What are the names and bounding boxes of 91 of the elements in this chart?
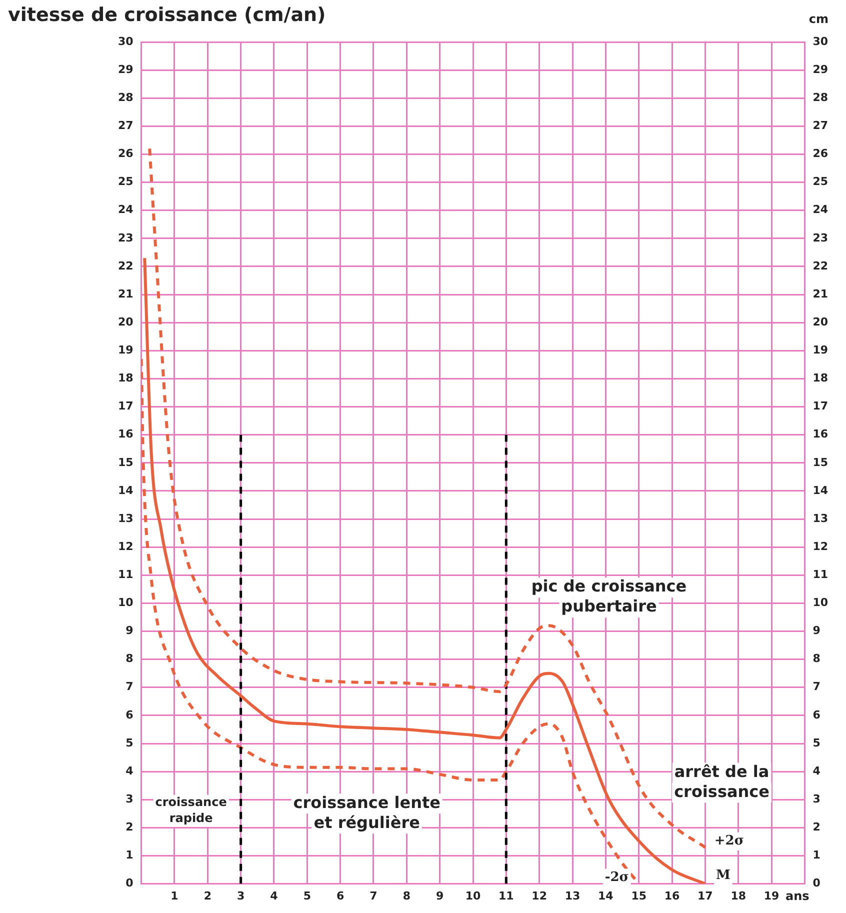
y2-tick-label: 27 [812, 119, 828, 132]
y2-tick-label: 13 [812, 512, 828, 525]
y2-axis-title: cm [808, 12, 829, 26]
y-tick-label: 17 [118, 400, 134, 413]
x-tick-label: 1 [170, 889, 178, 902]
y2-tick-label: 15 [812, 456, 828, 469]
y-tick-label: 24 [118, 203, 134, 216]
y-tick-label: 15 [118, 456, 134, 469]
y2-tick-label: 23 [812, 231, 828, 244]
y2-tick-label: 5 [812, 736, 820, 750]
y-tick-label: 27 [118, 119, 134, 132]
x-tick-label: 13 [564, 889, 580, 902]
y2-tick-label: 14 [812, 484, 828, 497]
y-tick-label: 29 [118, 62, 134, 76]
y-tick-label: 30 [118, 34, 134, 48]
y2-tick-label: 2 [812, 820, 820, 834]
y-tick-label: 14 [118, 484, 134, 497]
x-tick-label: 9 [436, 889, 444, 902]
y2-tick-label: 8 [812, 652, 820, 666]
series-label: +2σ [714, 834, 744, 849]
y-tick-label: 25 [118, 175, 134, 188]
y-tick-label: 0 [126, 876, 134, 890]
annotation: arrêt de la croissance [674, 762, 770, 801]
y-tick-label: 12 [118, 540, 134, 553]
y-tick-label: 19 [118, 344, 134, 357]
y2-tick-label: 20 [812, 315, 828, 328]
y2-tick-label: 0 [812, 876, 821, 890]
y-tick-label: 13 [118, 512, 134, 525]
y2-tick-label: 22 [812, 259, 828, 272]
x-tick-label: 2 [204, 889, 212, 902]
annotation: croissance rapide [155, 794, 227, 825]
y2-tick-label: 6 [812, 708, 821, 722]
y-tick-label: 10 [118, 596, 134, 610]
x-tick-label: 6 [336, 889, 344, 902]
x-tick-label: 4 [270, 889, 278, 902]
y-tick-label: 22 [118, 259, 134, 272]
x-tick-label: 15 [631, 889, 646, 902]
y2-tick-label: 12 [812, 540, 828, 553]
y-tick-label: 5 [126, 736, 134, 750]
y-tick-label: 16 [118, 428, 134, 441]
series-label: M [716, 868, 730, 884]
y-tick-label: 11 [118, 568, 134, 581]
y-tick-label: 7 [126, 680, 134, 694]
x-tick-label: 5 [303, 889, 311, 902]
y2-tick-label: 26 [812, 147, 828, 160]
y2-tick-label: 21 [812, 287, 828, 300]
series-label: -2σ [604, 870, 629, 886]
y2-tick-label: 1 [812, 848, 820, 862]
y-axis-title: vitesse de croissance (cm/an) [8, 4, 326, 26]
x-tick-label: 19 [764, 889, 780, 902]
y2-tick-label: 4 [812, 764, 821, 778]
y2-tick-label: 3 [812, 792, 820, 806]
annotation: croissance lente et régulière [293, 792, 441, 832]
x-tick-label: 14 [598, 889, 614, 902]
annotation: pic de croissance pubertaire [531, 576, 687, 616]
x-tick-label: 16 [664, 889, 680, 902]
y-tick-label: 20 [118, 315, 134, 328]
y-tick-label: 21 [118, 287, 134, 300]
y2-tick-label: 16 [812, 428, 828, 441]
y-tick-label: 2 [126, 820, 134, 834]
y-tick-label: 4 [126, 764, 134, 778]
x-axis-title: ans [786, 888, 810, 903]
y2-tick-label: 18 [812, 372, 828, 385]
y-tick-label: 26 [118, 147, 134, 160]
y2-tick-label: 10 [812, 596, 828, 610]
x-tick-label: 10 [465, 889, 481, 902]
x-tick-label: 11 [498, 889, 514, 902]
y2-tick-label: 11 [812, 568, 828, 581]
y-tick-label: 23 [118, 231, 134, 244]
y-tick-label: 9 [126, 624, 134, 638]
y2-tick-label: 29 [812, 62, 828, 76]
y2-tick-label: 7 [812, 680, 820, 694]
x-tick-label: 8 [402, 889, 410, 902]
y-tick-label: 6 [126, 708, 134, 722]
y-tick-label: 18 [118, 372, 134, 385]
x-tick-label: 18 [730, 889, 746, 902]
y-tick-label: 3 [126, 792, 134, 806]
y-tick-label: 1 [126, 848, 134, 862]
y2-tick-label: 28 [812, 90, 828, 104]
y2-tick-label: 24 [812, 203, 828, 216]
y2-tick-label: 25 [812, 175, 828, 188]
y-tick-label: 8 [126, 652, 134, 666]
y-tick-label: 28 [118, 90, 134, 104]
x-tick-label: 17 [698, 889, 713, 902]
y2-tick-label: 30 [812, 34, 828, 48]
x-tick-label: 3 [236, 889, 245, 902]
x-tick-label: 12 [532, 889, 547, 902]
x-tick-label: 7 [370, 889, 378, 902]
y2-tick-label: 9 [812, 624, 820, 638]
y2-tick-label: 17 [812, 400, 828, 413]
y2-tick-label: 19 [812, 344, 828, 357]
